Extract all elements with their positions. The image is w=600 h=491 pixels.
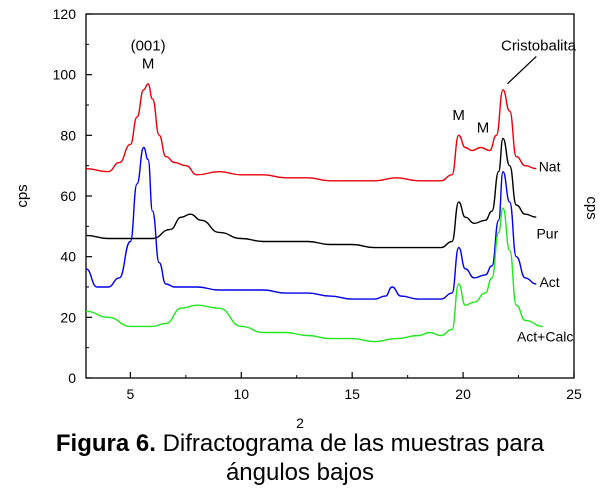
caption-text: Difractograma de las muestras para (155, 430, 545, 457)
series-label: Act+Calc (517, 329, 573, 345)
series-line-act (85, 146, 537, 300)
y-tick-label: 100 (53, 67, 77, 83)
y-tick-label: 60 (60, 188, 76, 204)
series-label: Nat (539, 159, 561, 175)
x-tick-label: 25 (566, 386, 582, 402)
y-axis-label-right: cps (583, 196, 600, 219)
y-tick-label: 0 (68, 370, 76, 386)
x-tick-label: 15 (344, 386, 360, 402)
x-tick-label: 20 (455, 386, 471, 402)
figure-caption-line2: ángulos bajos (225, 459, 375, 486)
x-tick-label: 5 (126, 386, 134, 402)
x-axis-label: 2 (296, 415, 304, 430)
peak-annotation: M (142, 56, 155, 73)
y-tick-label: 20 (60, 309, 76, 325)
peak-annotation: (001) (131, 37, 166, 54)
peak-annotation: M (452, 107, 465, 124)
y-axis-label: cps (14, 184, 31, 207)
x-tick-label: 10 (233, 386, 249, 402)
peak-annotation: Cristobalita (501, 37, 577, 54)
figure-caption-line1: Figura 6. Difractograma de las muestras … (0, 429, 600, 459)
peak-annotation: M (477, 119, 490, 136)
y-tick-label: 80 (60, 127, 76, 143)
series-label: Act (539, 274, 559, 290)
series-line-nat (85, 83, 537, 182)
series-label: Pur (536, 225, 558, 241)
figure-number: Figura 6. (55, 430, 156, 457)
y-tick-label: 40 (60, 249, 76, 265)
y-tick-label: 120 (53, 6, 77, 22)
series-line-pur (85, 137, 537, 249)
cristobalita-leader-line (507, 56, 537, 85)
series-line-act-calc (85, 207, 543, 343)
